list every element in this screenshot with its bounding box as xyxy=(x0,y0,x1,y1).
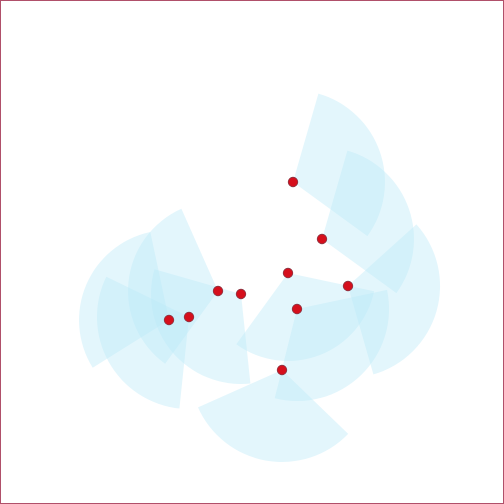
point-marker-4 xyxy=(342,280,354,292)
point-marker-2 xyxy=(316,233,328,245)
view-sector-4 xyxy=(348,224,441,375)
point-marker-10 xyxy=(276,364,288,376)
point-marker-5 xyxy=(212,285,224,297)
view-sector-5 xyxy=(128,208,218,364)
point-marker-1 xyxy=(287,176,299,188)
view-sector-1 xyxy=(293,93,385,237)
view-sector-3 xyxy=(236,273,375,362)
view-sector-7 xyxy=(274,289,390,402)
point-marker-7 xyxy=(291,303,303,315)
view-sector-10 xyxy=(198,370,349,462)
sector-layer xyxy=(79,93,441,462)
point-marker-9 xyxy=(183,311,195,323)
view-sector-8 xyxy=(79,232,169,368)
view-sector-2 xyxy=(322,150,414,294)
view-sector-6 xyxy=(151,269,251,384)
point-layer xyxy=(163,176,354,376)
point-marker-6 xyxy=(235,288,247,300)
point-marker-8 xyxy=(163,314,175,326)
view-sector-9 xyxy=(97,276,189,409)
point-marker-3 xyxy=(282,267,294,279)
